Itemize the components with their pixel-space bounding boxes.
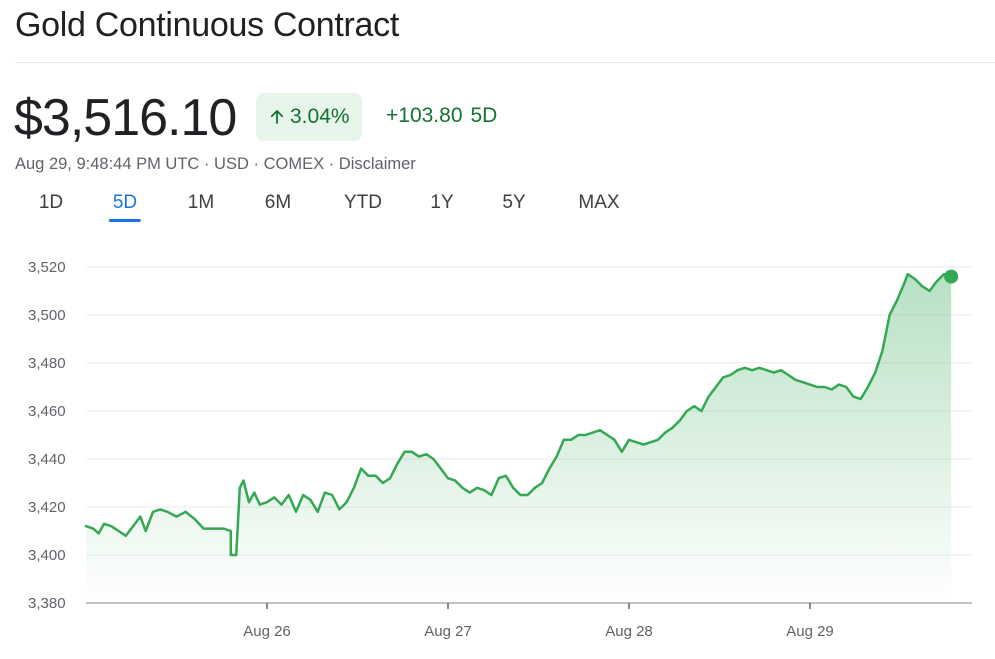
y-tick-label: 3,400 [28, 547, 66, 564]
y-axis-labels: 3,380 3,400 3,420 3,440 3,460 3,480 3,500 3,520 [28, 259, 66, 612]
page-title: Gold Continuous Contract [15, 6, 400, 44]
quote-exchange: COMEX [263, 155, 325, 173]
price-line [84, 272, 953, 557]
y-tick-label: 3,380 [28, 595, 66, 612]
arrow-up-icon [268, 108, 286, 126]
header-divider [15, 62, 995, 63]
y-tick-label: 3,520 [28, 259, 66, 276]
x-axis: Aug 26 Aug 27 Aug 28 Aug 29 [86, 602, 972, 640]
current-price: $3,516.10 [14, 89, 237, 147]
meta-separator: · [203, 155, 210, 173]
quote-meta: Aug 29, 9:48:44 PM UTC · USD · COMEX · D… [15, 155, 416, 174]
change-period: 5D [470, 104, 498, 127]
change-percent-badge: 3.04% [256, 93, 362, 141]
tab-1d[interactable]: 1D [39, 192, 63, 220]
tab-label: MAX [578, 192, 620, 213]
meta-separator: · [253, 155, 259, 173]
y-tick-label: 3,500 [28, 307, 66, 324]
y-tick-label: 3,460 [28, 403, 66, 420]
x-tick-label: Aug 26 [243, 623, 291, 640]
disclaimer-link[interactable]: Disclaimer [338, 155, 416, 173]
tab-1y[interactable]: 1Y [430, 192, 453, 220]
price-chart[interactable]: 3,380 3,400 3,420 3,440 3,460 3,480 3,500 3,520… [0, 240, 995, 659]
change-summary: +103.80 5D [386, 104, 497, 128]
tab-label: 1M [187, 192, 215, 213]
last-price-marker [944, 269, 959, 284]
y-tick-label: 3,420 [28, 499, 66, 516]
tab-ytd[interactable]: YTD [344, 192, 382, 220]
gridlines [86, 266, 972, 556]
change-percent: 3.04% [290, 105, 350, 128]
price-area-fill [86, 274, 952, 603]
change-absolute: +103.80 [386, 104, 463, 127]
y-tick-label: 3,480 [28, 355, 66, 372]
tab-label: 1Y [430, 192, 454, 213]
tab-underline [108, 219, 142, 222]
tab-label: 5D [112, 192, 138, 213]
y-tick-label: 3,440 [28, 451, 66, 468]
quote-currency: USD [214, 155, 249, 173]
area-fill-layer [86, 274, 952, 603]
tab-5d[interactable]: 5D [108, 192, 142, 222]
x-tick-label: Aug 29 [786, 623, 834, 640]
quote-timestamp: Aug 29, 9:48:44 PM UTC [15, 155, 200, 173]
range-tabs: 1D 5D 1M 6M YTD 1Y 5Y MAX [0, 192, 700, 228]
x-tick-label: Aug 28 [605, 623, 653, 640]
tab-5y[interactable]: 5Y [502, 192, 525, 220]
tab-label: 6M [264, 192, 292, 213]
tab-1m[interactable]: 1M [188, 192, 214, 220]
meta-separator: · [328, 155, 335, 173]
price-line-layer [84, 269, 959, 557]
tab-label: 5Y [502, 192, 526, 213]
x-tick-label: Aug 27 [424, 623, 472, 640]
tab-label: 1D [38, 192, 64, 213]
tab-6m[interactable]: 6M [265, 192, 291, 220]
tab-max[interactable]: MAX [578, 192, 619, 220]
tab-label: YTD [344, 192, 382, 213]
